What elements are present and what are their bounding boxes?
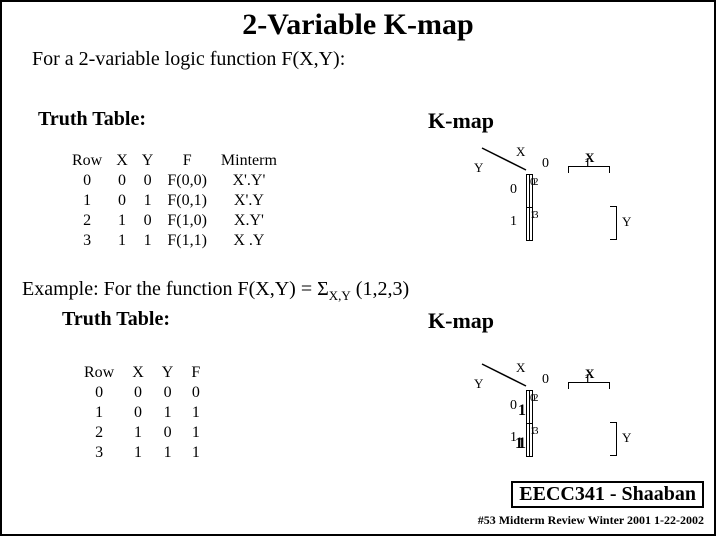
kmap2-cell-2: 21 bbox=[530, 391, 533, 424]
tt1-hdr-f: F bbox=[161, 152, 213, 170]
footer-course: EECC341 - Shaaban bbox=[511, 481, 704, 508]
kmap2-y-bracket bbox=[610, 422, 617, 456]
tt1-c: 1 bbox=[136, 232, 160, 250]
tt2-c: 1 bbox=[76, 404, 122, 422]
example-prefix: Example: For the function F(X,Y) = bbox=[22, 278, 317, 300]
tt1-c: 3 bbox=[66, 232, 108, 250]
kmap1-x-bracket bbox=[568, 166, 610, 173]
tt2-c: 1 bbox=[154, 444, 182, 462]
kmap1-cell-2: 2 bbox=[530, 175, 533, 208]
kmap1-y-bracket bbox=[610, 206, 617, 240]
tt1-hdr-x: X bbox=[110, 152, 134, 170]
tt2-c: 3 bbox=[76, 444, 122, 462]
tt1-c: 1 bbox=[136, 192, 160, 210]
tt1-c: X .Y bbox=[215, 232, 283, 250]
tt2-c: 0 bbox=[154, 384, 182, 402]
kmap2-x-bracket bbox=[568, 382, 610, 389]
footer-meta: #53 Midterm Review Winter 2001 1-22-2002 bbox=[478, 513, 704, 528]
tt1-c: 1 bbox=[110, 232, 134, 250]
kmap2-diagonal bbox=[478, 360, 528, 390]
tt2-c: Y bbox=[154, 364, 182, 382]
kmap2-y-bracket-label: Y bbox=[622, 430, 631, 446]
tt1-c: F(1,1) bbox=[161, 232, 213, 250]
tt1-c: 0 bbox=[110, 172, 134, 190]
example-text: Example: For the function F(X,Y) = ΣX,Y … bbox=[22, 278, 409, 304]
tt2-c: 1 bbox=[154, 404, 182, 422]
tt2-c: 0 bbox=[124, 404, 152, 422]
subtitle: For a 2-variable logic function F(X,Y): bbox=[32, 48, 714, 71]
tt2-c: 0 bbox=[124, 384, 152, 402]
tt1-c: 0 bbox=[136, 172, 160, 190]
tt2-c: 0 bbox=[154, 424, 182, 442]
kmap2-col0: 0 bbox=[542, 372, 549, 388]
tt1-c: 1 bbox=[110, 212, 134, 230]
kmap2-cell-3: 31 bbox=[530, 424, 533, 457]
kmap1-cell-3: 3 bbox=[530, 208, 533, 241]
kmap1-row0: 0 bbox=[510, 182, 517, 198]
kmap2-x-bracket-label: X bbox=[585, 366, 594, 382]
tt1-c: F(0,0) bbox=[161, 172, 213, 190]
slide: 2-Variable K-map For a 2-variable logic … bbox=[0, 0, 716, 536]
kmap1-diagonal bbox=[478, 144, 528, 174]
kmap1-x-bracket-label: X bbox=[585, 150, 594, 166]
kmap1-col0: 0 bbox=[542, 156, 549, 172]
tt1-c: 0 bbox=[66, 172, 108, 190]
tt2-c: 0 bbox=[76, 384, 122, 402]
tt1-hdr-minterm: Minterm bbox=[215, 152, 283, 170]
sigma-symbol: Σ bbox=[317, 278, 329, 300]
tt1-c: X'.Y bbox=[215, 192, 283, 210]
tt1-c: 1 bbox=[66, 192, 108, 210]
tt2-c: F bbox=[183, 364, 208, 382]
kmap2-row0: 0 bbox=[510, 398, 517, 414]
tt1-hdr-row: Row bbox=[66, 152, 108, 170]
tt1-c: 0 bbox=[136, 212, 160, 230]
tt1-c: X'.Y' bbox=[215, 172, 283, 190]
page-title: 2-Variable K-map bbox=[2, 8, 714, 42]
tt1-c: F(1,0) bbox=[161, 212, 213, 230]
tt2-c: 0 bbox=[183, 384, 208, 402]
kmap-label: K-map bbox=[428, 108, 494, 134]
truth-table-label: Truth Table: bbox=[38, 108, 146, 131]
tt2-c: Row bbox=[76, 364, 122, 382]
tt2-c: X bbox=[124, 364, 152, 382]
tt1-c: F(0,1) bbox=[161, 192, 213, 210]
tt2-c: 1 bbox=[183, 404, 208, 422]
truth-table-1: Row X Y F Minterm 0 0 0 F(0,0) X'.Y' 1 0… bbox=[64, 150, 285, 252]
tt1-hdr-y: Y bbox=[136, 152, 160, 170]
kmap1-y-bracket-label: Y bbox=[622, 214, 631, 230]
tt2-c: 1 bbox=[183, 424, 208, 442]
kmap-label-2: K-map bbox=[428, 308, 494, 334]
sigma-sub: X,Y bbox=[329, 288, 351, 303]
truth-table-2: Row X Y F 0 0 0 0 1 0 1 1 2 1 0 1 bbox=[74, 362, 210, 464]
truth-table-label-2: Truth Table: bbox=[62, 308, 170, 331]
tt2-c: 1 bbox=[124, 424, 152, 442]
tt1-c: 0 bbox=[110, 192, 134, 210]
example-suffix: (1,2,3) bbox=[351, 278, 409, 300]
tt2-c: 2 bbox=[76, 424, 122, 442]
kmap1-row1: 1 bbox=[510, 214, 517, 230]
tt2-c: 1 bbox=[183, 444, 208, 462]
tt2-c: 1 bbox=[124, 444, 152, 462]
tt1-c: X.Y' bbox=[215, 212, 283, 230]
tt1-c: 2 bbox=[66, 212, 108, 230]
